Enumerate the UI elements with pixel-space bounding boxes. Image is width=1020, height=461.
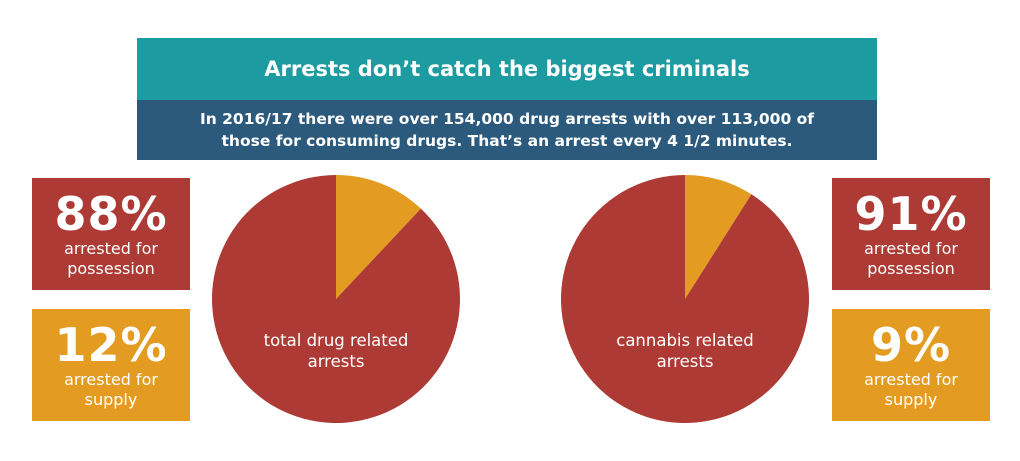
stat-label-line-2: possession — [867, 259, 955, 278]
pie-slice-supply — [685, 175, 752, 299]
stat-cannabis-supply: 9% arrested for supply — [832, 309, 990, 421]
stat-total-possession: 88% arrested for possession — [32, 178, 190, 290]
stat-label-line-2: possession — [67, 259, 155, 278]
stat-percent: 9% — [870, 318, 952, 372]
subtitle-line-1: In 2016/17 there were over 154,000 drug … — [199, 110, 815, 128]
stat-percent: 12% — [54, 318, 168, 372]
pie-label-total: total drug related arrests — [211, 330, 461, 372]
pie-chart-cannabis: cannabis related arrests — [560, 174, 810, 424]
pie-svg-total — [211, 175, 460, 423]
stat-label-line-1: arrested for — [864, 239, 958, 258]
pie-svg-cannabis — [561, 175, 809, 423]
pie-chart-total: total drug related arrests — [211, 174, 461, 424]
stat-percent: 91% — [854, 187, 968, 241]
pie-slice-supply — [336, 175, 421, 299]
stat-label-line-1: arrested for — [64, 239, 158, 258]
pie-label-line-1: cannabis related — [616, 331, 754, 350]
subtitle-line-2: those for consuming drugs. That’s an arr… — [221, 132, 793, 150]
stat-label-line-1: arrested for — [864, 370, 958, 389]
pie-slice-possession — [561, 175, 809, 423]
stat-cannabis-possession: 91% arrested for possession — [832, 178, 990, 290]
stat-label-line-1: arrested for — [64, 370, 158, 389]
pie-label-line-1: total drug related — [263, 331, 409, 350]
stat-percent: 88% — [54, 187, 168, 241]
title-text: Arrests don’t catch the biggest criminal… — [264, 57, 750, 81]
stat-label-line-2: supply — [84, 390, 138, 409]
pie-slice-possession — [211, 175, 460, 423]
pie-label-cannabis: cannabis related arrests — [560, 330, 810, 372]
pie-label-line-2: arrests — [307, 352, 365, 371]
stat-label-line-2: supply — [884, 390, 938, 409]
infographic-subtitle: In 2016/17 there were over 154,000 drug … — [137, 100, 877, 160]
stat-total-supply: 12% arrested for supply — [32, 309, 190, 421]
pie-label-line-2: arrests — [656, 352, 714, 371]
infographic-title: Arrests don’t catch the biggest criminal… — [137, 38, 877, 100]
